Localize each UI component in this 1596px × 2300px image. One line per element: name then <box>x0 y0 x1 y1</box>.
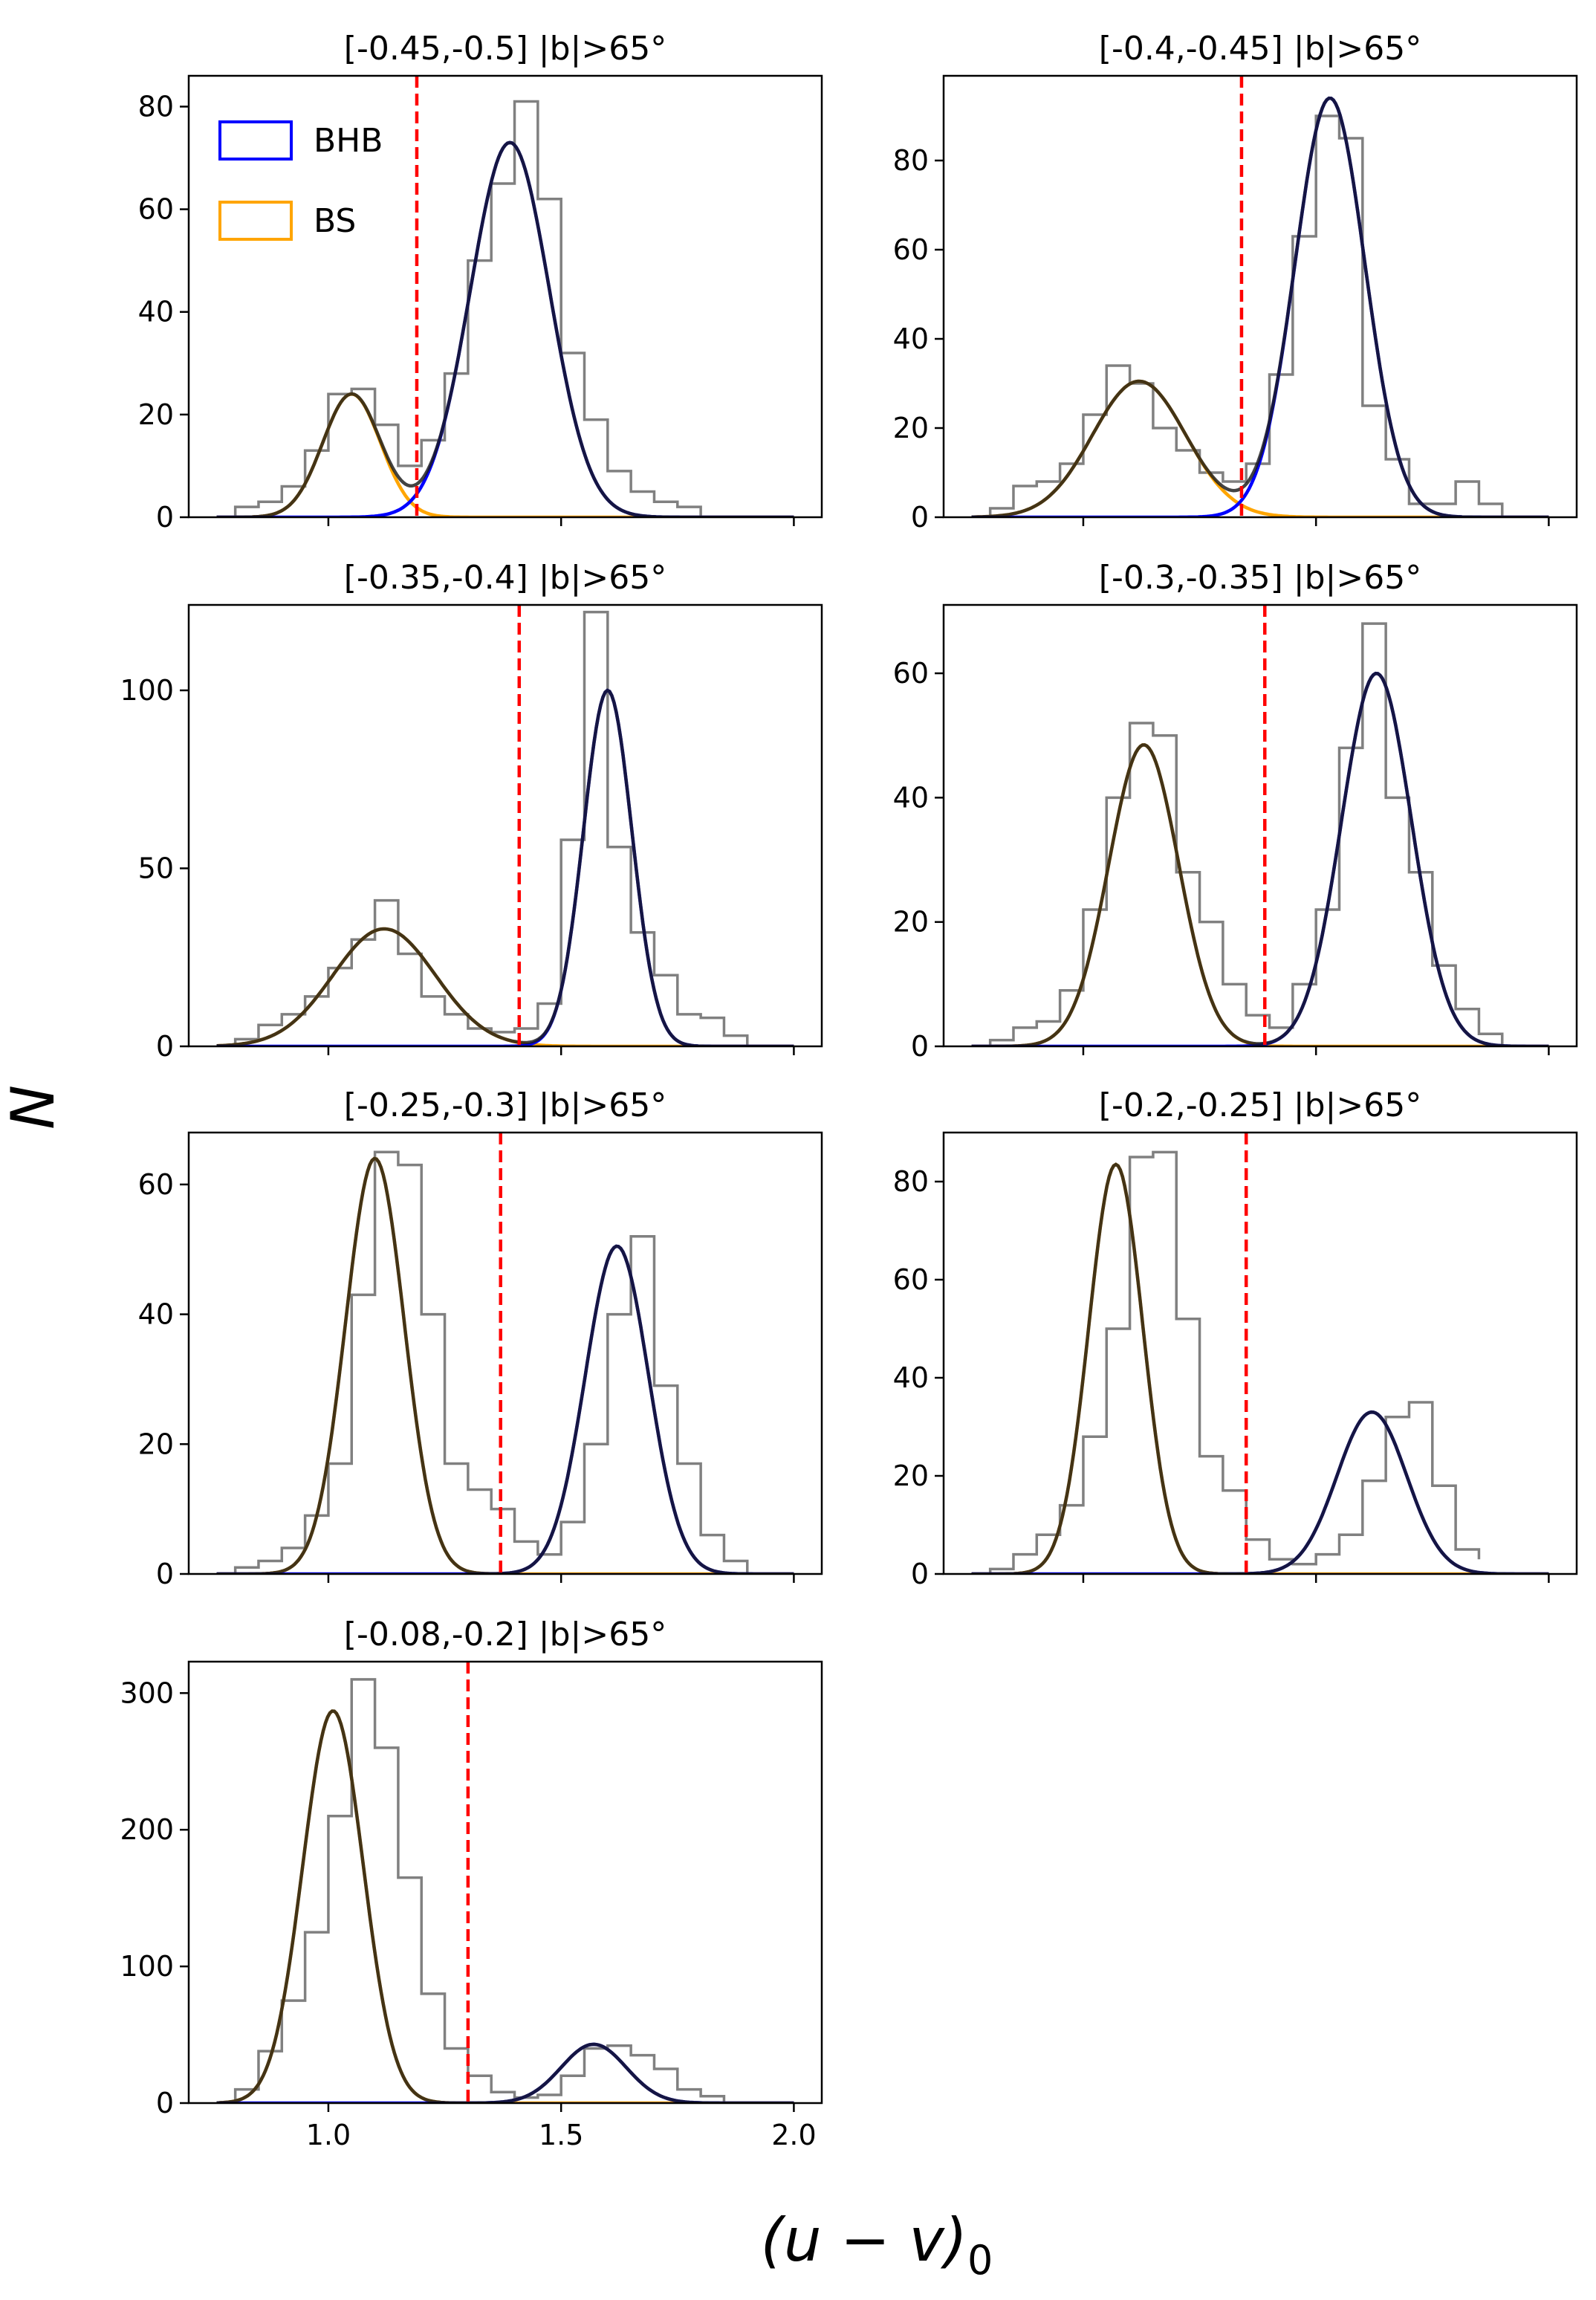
y-tick-label: 40 <box>138 1298 174 1331</box>
legend-label-bhb: BHB <box>314 122 383 160</box>
x-axis-label-main: (u − v) <box>761 2206 967 2275</box>
panel-title: [-0.35,-0.4] |b|>65° <box>344 559 666 597</box>
panel-7: 0 100 200 300 1.0 1.5 2.0 [-0.08,-0.2] |b|>65° <box>120 1616 823 2151</box>
plot-frame <box>942 603 1578 1048</box>
panel-1: 0 20 40 60 80 [-0.45,-0.5] |b|>65° BHB BS <box>138 30 823 534</box>
panel-2: 0 20 40 60 80 [-0.4,-0.45] |b|>65° <box>893 30 1578 534</box>
y-tick-label: 50 <box>138 852 174 884</box>
plot-frame <box>187 74 823 519</box>
panel-title: [-0.08,-0.2] |b|>65° <box>344 1616 666 1653</box>
y-tick-label: 60 <box>138 193 174 226</box>
panel-title: [-0.2,-0.25] |b|>65° <box>1099 1086 1421 1124</box>
x-axis-label: (u − v)0 <box>761 2206 993 2284</box>
histogram <box>233 100 702 517</box>
y-tick-label: 60 <box>138 1168 174 1201</box>
y-tick-label: 0 <box>911 1558 929 1590</box>
histogram <box>233 1678 726 2103</box>
y-tick-label: 20 <box>893 1460 929 1492</box>
panel-4: 0 20 40 60 [-0.3,-0.35] |b|>65° <box>893 559 1578 1063</box>
y-tick-label: 0 <box>911 501 929 534</box>
combined-fit-curve <box>216 140 794 517</box>
y-tick-label: 60 <box>893 1263 929 1296</box>
combined-fit-curve <box>971 671 1549 1046</box>
combined-fit-curve <box>971 1162 1549 1574</box>
y-tick-label: 20 <box>893 412 929 444</box>
panels: 0 20 40 60 80 [-0.45,-0.5] |b|>65° BHB BS 0 20 40 6… <box>120 30 1578 2151</box>
y-tick-label: 20 <box>893 906 929 939</box>
panel-3: 0 50 100 [-0.35,-0.4] |b|>65° <box>120 559 823 1063</box>
legend-swatch-bhb <box>218 120 293 161</box>
panel-title: [-0.3,-0.35] |b|>65° <box>1099 559 1421 597</box>
y-tick-label: 300 <box>120 1677 174 1709</box>
plot-frame <box>942 74 1578 519</box>
x-axis-label-subscript: 0 <box>967 2237 993 2284</box>
y-tick-label: 200 <box>120 1813 174 1846</box>
x-tick-label: 1.0 <box>306 2119 351 2151</box>
panel-title: [-0.25,-0.3] |b|>65° <box>344 1086 666 1124</box>
y-tick-label: 0 <box>156 1558 174 1590</box>
legend-label-bs: BS <box>314 202 356 240</box>
y-tick-label: 0 <box>911 1030 929 1063</box>
y-tick-label: 40 <box>893 1361 929 1394</box>
legend: BHB BS <box>218 120 383 241</box>
legend-swatch-bs <box>218 201 293 241</box>
y-tick-label: 0 <box>156 501 174 534</box>
plot-frame <box>187 1131 823 1575</box>
y-tick-label: 40 <box>893 323 929 355</box>
y-tick-label: 20 <box>138 1428 174 1460</box>
plot-frame <box>187 1660 823 2105</box>
x-tick-label: 1.5 <box>539 2119 583 2151</box>
y-tick-label: 100 <box>120 674 174 707</box>
plot-frame <box>187 603 823 1048</box>
panel-5: 0 20 40 60 [-0.25,-0.3] |b|>65° <box>138 1086 823 1590</box>
y-tick-label: 0 <box>156 1030 174 1063</box>
y-tick-label: 60 <box>893 233 929 266</box>
y-tick-label: 20 <box>138 398 174 431</box>
y-tick-label: 0 <box>156 2087 174 2119</box>
y-axis-label: N <box>0 1085 68 1130</box>
x-tick-label: 2.0 <box>771 2119 816 2151</box>
y-tick-label: 80 <box>893 1165 929 1198</box>
y-tick-label: 60 <box>893 657 929 690</box>
y-tick-label: 40 <box>138 296 174 328</box>
panel-6: 0 20 40 60 80 [-0.2,-0.25] |b|>65° <box>893 1086 1578 1590</box>
panel-title: [-0.4,-0.45] |b|>65° <box>1099 30 1421 68</box>
y-tick-label: 80 <box>138 90 174 123</box>
y-tick-label: 40 <box>893 781 929 814</box>
panel-title: [-0.45,-0.5] |b|>65° <box>344 30 666 68</box>
y-tick-label: 80 <box>893 144 929 177</box>
plot-frame <box>942 1131 1578 1575</box>
y-tick-label: 100 <box>120 1950 174 1983</box>
